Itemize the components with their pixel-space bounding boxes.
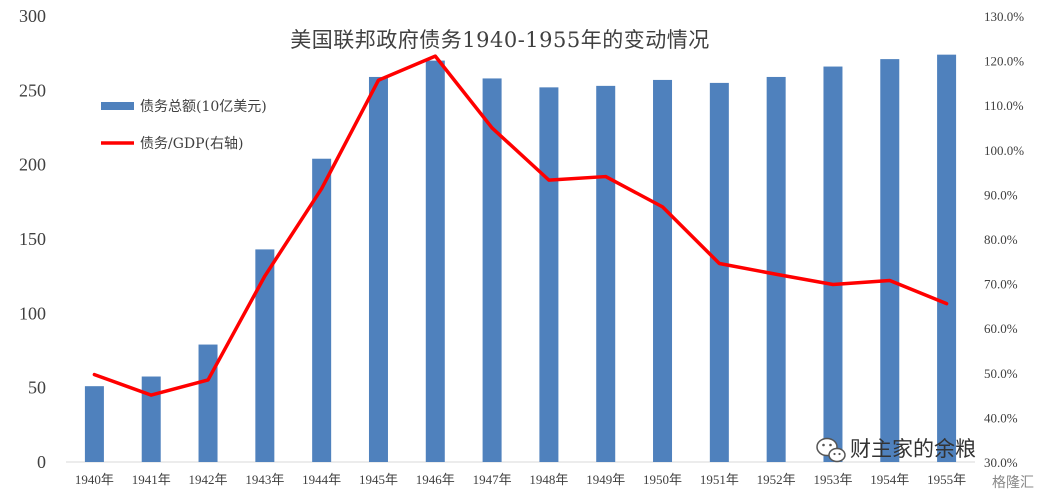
bar-1947年: [482, 78, 502, 462]
bar-1942年: [198, 344, 218, 462]
bar-1948年: [539, 87, 559, 463]
x-tick-label: 1953年: [813, 472, 852, 487]
x-tick-label: 1951年: [700, 472, 739, 487]
x-tick-label: 1950年: [643, 472, 682, 487]
chart-title: 美国联邦政府债务1940-1955年的变动情况: [290, 28, 709, 52]
bar-1940年: [84, 386, 104, 462]
legend-label-bar: 债务总额(10亿美元): [140, 99, 267, 115]
y-right-tick-label: 120.0%: [984, 54, 1024, 69]
x-tick-label: 1944年: [302, 472, 341, 487]
y-left-tick-label: 100: [19, 303, 46, 323]
legend-swatch-bar: [101, 102, 134, 110]
x-tick-label: 1941年: [132, 472, 171, 487]
y-right-tick-label: 110.0%: [984, 98, 1024, 113]
x-tick-label: 1952年: [757, 472, 796, 487]
bar-1950年: [653, 79, 673, 462]
y-right-tick-label: 40.0%: [984, 410, 1018, 425]
bar-1953年: [823, 66, 843, 463]
x-axis: 1940年 1941年 1942年 1943年 1944年 1945年 1946年 1947年…: [75, 472, 966, 487]
x-tick-label: 1954年: [870, 472, 909, 487]
y-left-tick-label: 50: [28, 378, 46, 398]
line-debt-gdp: [92, 54, 949, 397]
watermark-text: 财主家的余粮: [850, 437, 976, 461]
bar-series: [84, 54, 957, 463]
bar-1954年: [880, 59, 900, 462]
bar-1945年: [368, 76, 388, 462]
wechat-icon: [816, 437, 846, 463]
y-left-tick-label: 250: [19, 80, 46, 100]
x-tick-label: 1942年: [189, 472, 228, 487]
bar-1941年: [141, 376, 161, 462]
y-left-tick-label: 150: [19, 229, 46, 249]
y-right-tick-label: 100.0%: [984, 143, 1024, 158]
legend-label-line: 债务/GDP(右轴): [140, 136, 243, 152]
y-right-tick-label: 80.0%: [984, 232, 1018, 247]
y-right-tick-label: 30.0%: [984, 455, 1018, 470]
bar-1951年: [709, 82, 729, 463]
x-tick-label: 1948年: [529, 472, 568, 487]
bar-1955年: [937, 54, 957, 463]
y-left-tick-label: 300: [19, 6, 46, 26]
bar-1946年: [425, 60, 445, 462]
line-series: [92, 54, 949, 397]
x-tick-label: 1949年: [586, 472, 625, 487]
bar-1949年: [596, 85, 616, 462]
y-left-tick-label: 200: [19, 155, 46, 175]
y-left-tick-label: 0: [37, 452, 46, 472]
y-axis-right: 30.0% 40.0% 50.0% 60.0% 70.0% 80.0% 90.0% 100.0…: [984, 9, 1024, 470]
y-right-tick-label: 50.0%: [984, 366, 1018, 381]
x-tick-label: 1946年: [416, 472, 455, 487]
bar-1944年: [312, 158, 332, 462]
y-right-tick-label: 70.0%: [984, 277, 1018, 292]
x-tick-label: 1945年: [359, 472, 398, 487]
y-axis-left: 0 50 100 150 200 250 300: [19, 6, 46, 472]
bar-1952年: [766, 76, 786, 462]
y-right-tick-label: 60.0%: [984, 321, 1018, 336]
x-tick-label: 1947年: [473, 472, 512, 487]
x-tick-label: 1943年: [245, 472, 284, 487]
legend: 债务总额(10亿美元) 债务/GDP(右轴): [101, 99, 267, 152]
watermark-corner-text: 格隆汇: [992, 475, 1034, 491]
x-tick-label: 1955年: [927, 472, 966, 487]
watermark: 财主家的余粮 格隆汇: [816, 437, 1034, 491]
bar-1943年: [255, 249, 275, 462]
y-right-tick-label: 90.0%: [984, 187, 1018, 202]
x-tick-label: 1940年: [75, 472, 114, 487]
y-right-tick-label: 130.0%: [984, 9, 1024, 24]
